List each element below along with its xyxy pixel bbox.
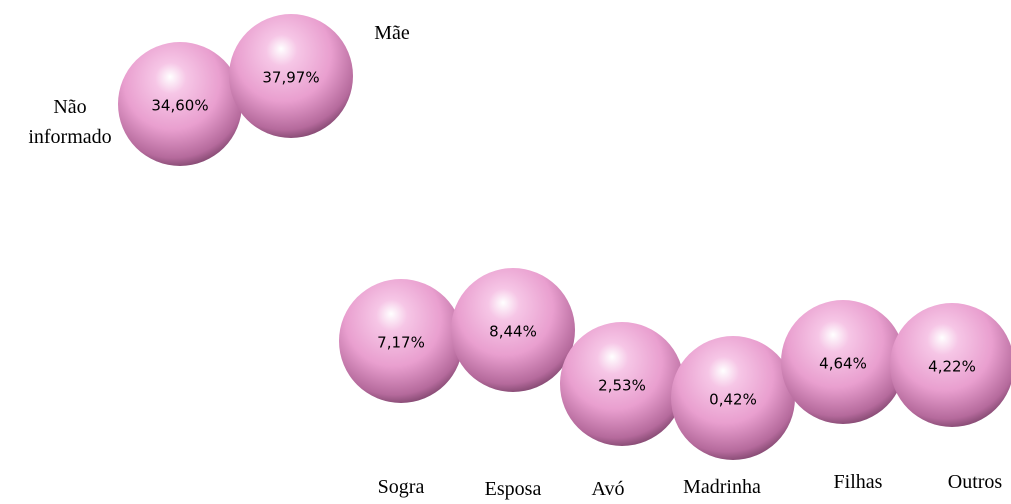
value-label: 37,97%: [262, 69, 319, 87]
value-label: 4,64%: [819, 355, 867, 373]
value-label: 7,17%: [377, 334, 425, 352]
chart: 34,60% 37,97% 7,17% 8,44% 2,53% 0,42% 4,64% 4,2…: [0, 0, 1011, 499]
category-label: Outros: [925, 467, 1011, 497]
category-label: Sogra: [351, 472, 451, 502]
category-label: Avó: [568, 474, 648, 504]
category-label: Esposa: [463, 474, 563, 504]
value-label: 2,53%: [598, 377, 646, 395]
category-label: Mãe: [352, 18, 432, 48]
value-label: 0,42%: [709, 391, 757, 409]
value-label: 4,22%: [928, 358, 976, 376]
value-label: 8,44%: [489, 323, 537, 341]
category-label: Madrinha: [672, 472, 772, 502]
page: {"chart_data": {"type": "sphere", "categ…: [0, 0, 1011, 499]
category-label: Filhas: [808, 467, 908, 497]
value-label: 34,60%: [151, 97, 208, 115]
category-label: Não informado: [20, 92, 120, 152]
